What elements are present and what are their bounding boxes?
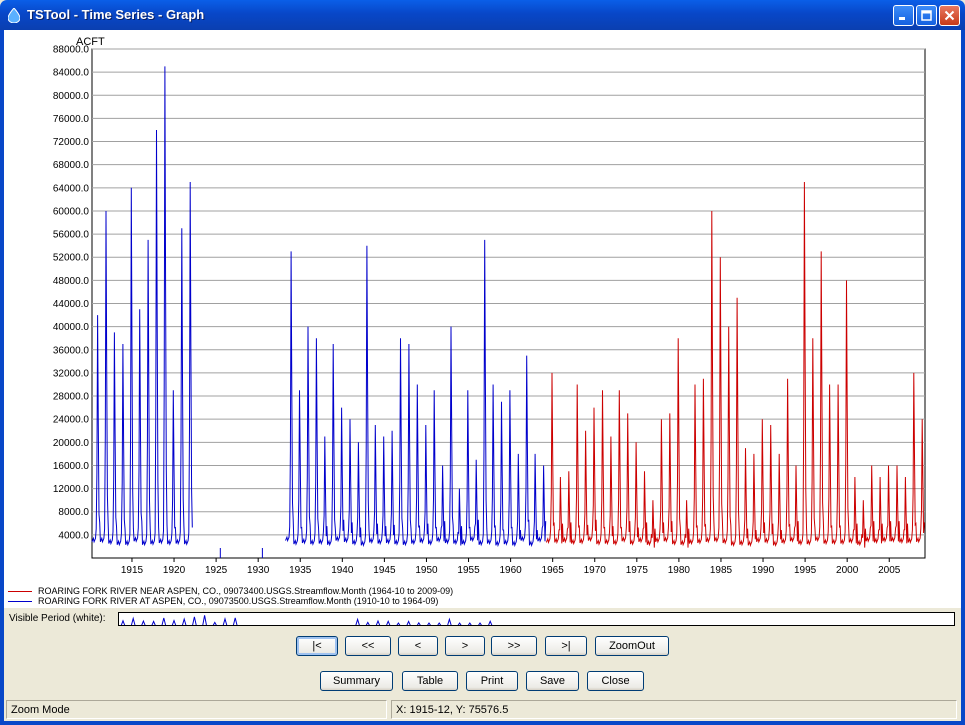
y-tick-label: 60000.0 bbox=[53, 206, 90, 217]
y-tick-label: 24000.0 bbox=[53, 415, 90, 426]
y-tick-label: 8000.0 bbox=[58, 507, 89, 518]
y-tick-label: 16000.0 bbox=[53, 461, 90, 472]
close-button[interactable]: Close bbox=[587, 671, 644, 691]
x-tick-label: 2005 bbox=[878, 565, 901, 576]
graph-panel[interactable]: 4000.0 8000.0 12000.0 16000.0 20000.0 24000.0… bbox=[4, 30, 961, 608]
first-page-button[interactable]: |< bbox=[296, 636, 338, 656]
y-tick-label: 48000.0 bbox=[53, 276, 90, 287]
minimize-button[interactable] bbox=[893, 5, 914, 26]
y-tick-label: 20000.0 bbox=[53, 438, 90, 449]
status-coordinates: X: 1915-12, Y: 75576.5 bbox=[391, 700, 957, 719]
x-tick-label: 1995 bbox=[794, 565, 817, 576]
legend-label: ROARING FORK RIVER NEAR ASPEN, CO., 0907… bbox=[38, 586, 454, 596]
y-tick-label: 28000.0 bbox=[53, 392, 90, 403]
close-icon bbox=[944, 10, 955, 21]
save-button[interactable]: Save bbox=[526, 671, 579, 691]
y-tick-label: 88000.0 bbox=[53, 45, 90, 56]
x-tick-label: 1950 bbox=[415, 565, 438, 576]
sparkline-path bbox=[120, 615, 493, 625]
y-tick-label: 84000.0 bbox=[53, 68, 90, 79]
y-tick-label: 52000.0 bbox=[53, 253, 90, 264]
x-tick-label: 1935 bbox=[289, 565, 312, 576]
visible-period-overview[interactable] bbox=[118, 612, 955, 626]
time-series-chart[interactable]: 4000.0 8000.0 12000.0 16000.0 20000.0 24000.0… bbox=[4, 30, 961, 582]
step-forward-button[interactable]: > bbox=[445, 636, 485, 656]
x-tick-label: 1960 bbox=[499, 565, 522, 576]
legend-swatch-red bbox=[8, 590, 32, 592]
title-bar[interactable]: TSTool - Time Series - Graph bbox=[0, 0, 965, 30]
maximize-icon bbox=[921, 10, 932, 21]
y-tick-label: 32000.0 bbox=[53, 368, 90, 379]
x-tick-label: 1945 bbox=[373, 565, 396, 576]
minimize-icon bbox=[899, 17, 905, 20]
series-line-aspen bbox=[91, 66, 547, 548]
window-title: TSTool - Time Series - Graph bbox=[27, 7, 205, 22]
x-tick-label: 1970 bbox=[584, 565, 607, 576]
y-tick-label: 80000.0 bbox=[53, 91, 90, 102]
y-tick-label: 4000.0 bbox=[58, 530, 89, 541]
y-tick-label: 44000.0 bbox=[53, 299, 90, 310]
print-button[interactable]: Print bbox=[466, 671, 518, 691]
y-tick-label: 36000.0 bbox=[53, 345, 90, 356]
x-tick-label: 1940 bbox=[331, 565, 354, 576]
maximize-button[interactable] bbox=[916, 5, 937, 26]
last-page-button[interactable]: >| bbox=[545, 636, 587, 656]
page-back-button[interactable]: << bbox=[345, 636, 391, 656]
summary-button[interactable]: Summary bbox=[320, 671, 393, 691]
x-tick-label: 1980 bbox=[668, 565, 691, 576]
y-tick-label: 12000.0 bbox=[53, 484, 90, 495]
step-back-button[interactable]: < bbox=[398, 636, 438, 656]
y-tick-label: 76000.0 bbox=[53, 114, 90, 125]
y-tick-label: 68000.0 bbox=[53, 160, 90, 171]
x-tick-label: 1990 bbox=[752, 565, 775, 576]
y-tick-label: 56000.0 bbox=[53, 230, 90, 241]
visible-period-label: Visible Period (white): bbox=[9, 613, 106, 624]
y-tick-label: 40000.0 bbox=[53, 322, 90, 333]
tstool-app-icon bbox=[8, 8, 20, 23]
x-tick-label: 1920 bbox=[163, 565, 186, 576]
legend-swatch-blue bbox=[8, 600, 32, 602]
legend-entry: ROARING FORK RIVER NEAR ASPEN, CO., 0907… bbox=[8, 585, 453, 597]
legend: ROARING FORK RIVER NEAR ASPEN, CO., 0907… bbox=[4, 582, 961, 608]
legend-label: ROARING FORK RIVER AT ASPEN, CO., 090735… bbox=[38, 596, 439, 606]
x-tick-label: 1925 bbox=[205, 565, 228, 576]
x-tick-label: 1965 bbox=[542, 565, 565, 576]
visible-period-sparkline bbox=[120, 615, 493, 625]
y-axis-label: ACFT bbox=[76, 36, 105, 48]
x-tick-label: 1955 bbox=[457, 565, 480, 576]
x-tick-label: 1985 bbox=[710, 565, 733, 576]
y-tick-label: 64000.0 bbox=[53, 183, 90, 194]
x-tick-label: 1930 bbox=[247, 565, 270, 576]
table-button[interactable]: Table bbox=[402, 671, 458, 691]
x-tick-label: 2000 bbox=[836, 565, 859, 576]
x-tick-label: 1915 bbox=[121, 565, 144, 576]
y-tick-label: 72000.0 bbox=[53, 137, 90, 148]
legend-entry: ROARING FORK RIVER AT ASPEN, CO., 090735… bbox=[8, 595, 438, 607]
x-tick-label: 1975 bbox=[626, 565, 649, 576]
series-line-near-aspen bbox=[545, 181, 925, 548]
status-mode: Zoom Mode bbox=[6, 700, 387, 719]
window-frame bbox=[0, 30, 965, 725]
page-forward-button[interactable]: >> bbox=[491, 636, 537, 656]
zoom-out-button[interactable]: ZoomOut bbox=[595, 636, 669, 656]
close-window-button[interactable] bbox=[939, 5, 960, 26]
